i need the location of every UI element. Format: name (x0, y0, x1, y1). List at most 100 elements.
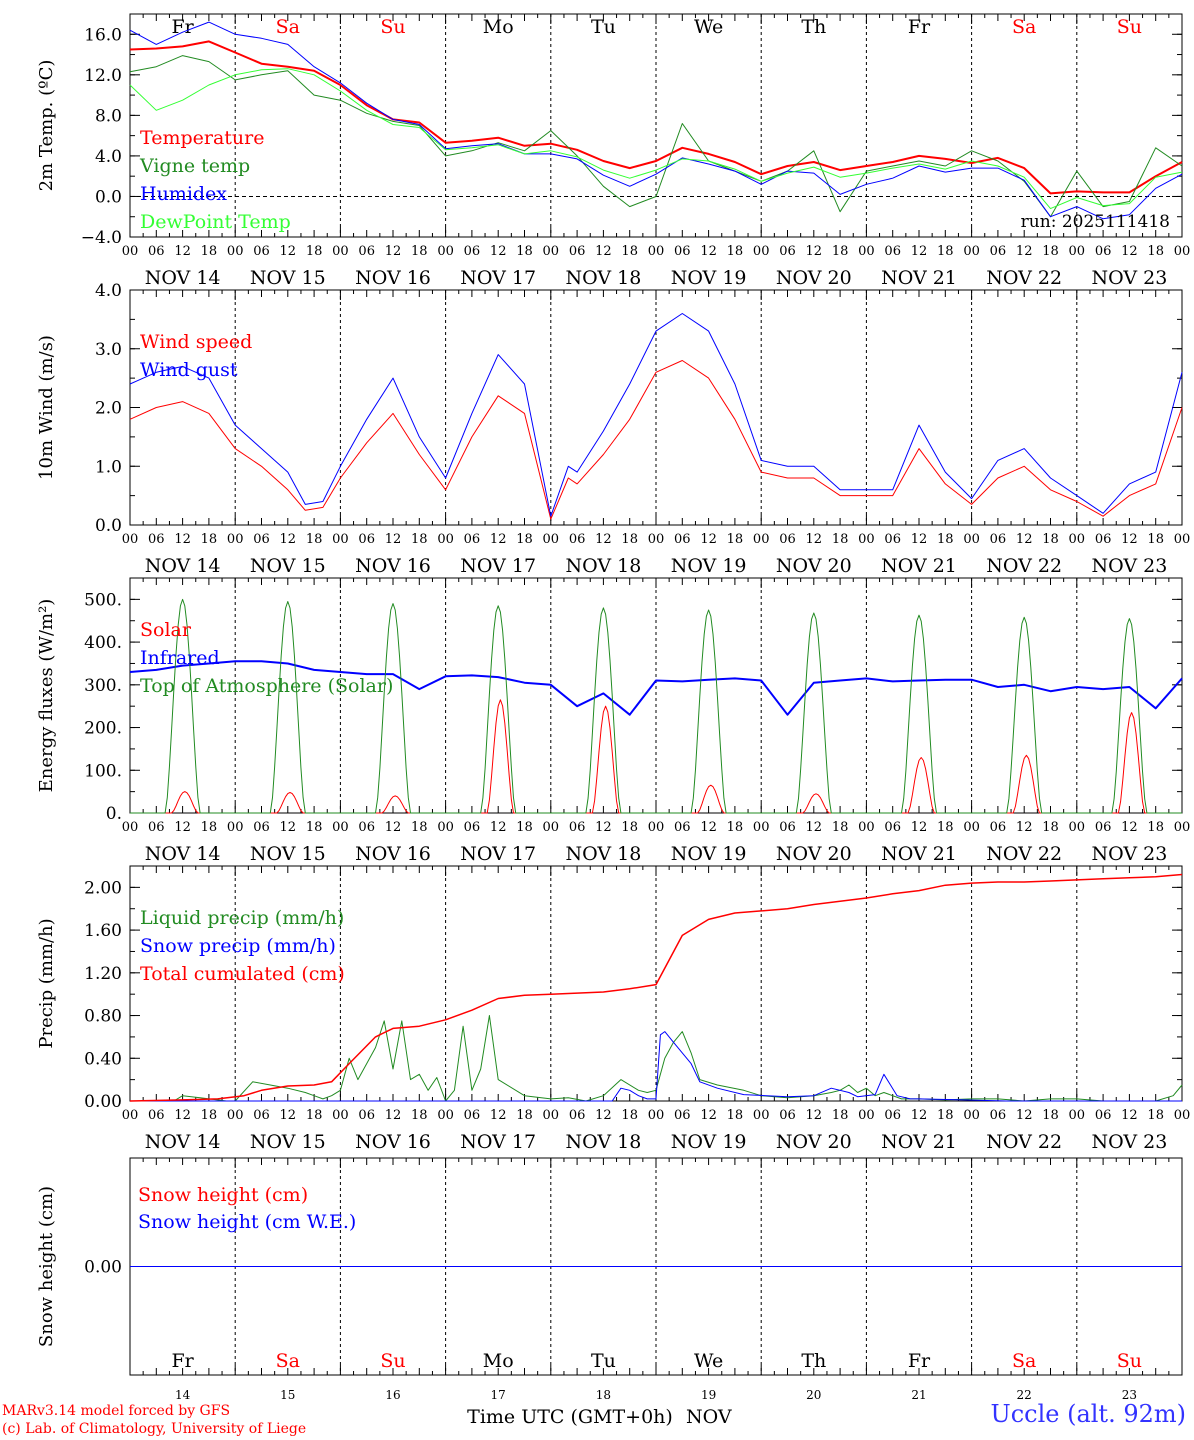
series-line-wind-speed (129, 360, 1183, 520)
day-number: 19 (701, 1388, 716, 1402)
hour-tick-label: 06 (569, 532, 586, 547)
hour-tick-label: 12 (174, 532, 191, 547)
date-label: NOV 14 (145, 843, 221, 865)
weekday-label: Sa (1012, 1350, 1036, 1372)
hour-tick-label: 06 (358, 532, 375, 547)
date-label: NOV 20 (776, 1131, 852, 1153)
hour-tick-label: 00 (1069, 820, 1086, 835)
hour-tick-label: 00 (332, 820, 349, 835)
hour-tick-label: 12 (490, 532, 507, 547)
hour-tick-label: 00 (437, 820, 454, 835)
hour-tick-label: 18 (1042, 532, 1059, 547)
hour-tick-label: 12 (700, 1108, 717, 1123)
hour-tick-label: 12 (490, 820, 507, 835)
hour-tick-label: 00 (332, 1108, 349, 1123)
hour-tick-label: 18 (201, 820, 218, 835)
hour-tick-label: 18 (727, 244, 744, 259)
hour-tick-label: 18 (1042, 820, 1059, 835)
y-tick-label: −4.0 (81, 228, 122, 248)
hour-tick-label: 12 (806, 244, 823, 259)
date-label: NOV 23 (1091, 267, 1167, 289)
hour-tick-label: 12 (280, 532, 297, 547)
hour-tick-label: 12 (1121, 244, 1138, 259)
y-tick-label: 12.0 (84, 66, 122, 86)
weekday-label: Fr (171, 16, 194, 38)
hour-tick-label: 00 (543, 244, 560, 259)
hour-tick-label: 06 (884, 820, 901, 835)
y-tick-label: 3.0 (95, 340, 122, 360)
legend-entry: Wind gust (140, 359, 238, 381)
hour-tick-label: 18 (516, 244, 533, 259)
date-label: NOV 22 (986, 843, 1062, 865)
date-label: NOV 17 (460, 555, 536, 577)
hour-tick-label: 00 (753, 244, 770, 259)
hour-tick-label: 12 (595, 1108, 612, 1123)
hour-tick-label: 18 (1147, 532, 1164, 547)
hour-tick-label: 12 (1016, 1108, 1033, 1123)
y-tick-label: 1.0 (95, 457, 122, 477)
date-label: NOV 19 (671, 1131, 747, 1153)
hour-tick-label: 00 (753, 820, 770, 835)
hour-tick-label: 12 (490, 1108, 507, 1123)
hour-tick-label: 06 (674, 532, 691, 547)
y-axis-label: Snow height (cm) (36, 1186, 57, 1347)
hour-tick-label: 06 (253, 532, 270, 547)
date-label: NOV 16 (355, 555, 431, 577)
date-label: NOV 22 (986, 1131, 1062, 1153)
hour-tick-label: 00 (963, 1108, 980, 1123)
hour-tick-label: 12 (174, 1108, 191, 1123)
hour-tick-label: 00 (122, 820, 139, 835)
hour-tick-label: 12 (490, 244, 507, 259)
hour-tick-label: 12 (385, 820, 402, 835)
hour-tick-label: 06 (674, 820, 691, 835)
weekday-label: Th (801, 1350, 826, 1372)
weekday-label: Fr (171, 1350, 194, 1372)
hour-tick-label: 00 (227, 820, 244, 835)
day-number: 14 (175, 1388, 191, 1402)
hour-tick-label: 18 (621, 244, 638, 259)
hour-tick-label: 00 (437, 1108, 454, 1123)
hour-tick-label: 18 (411, 820, 428, 835)
hour-tick-label: 12 (806, 820, 823, 835)
y-axis-label: Precip (mm/h) (36, 918, 57, 1048)
weekday-label: Tu (591, 1350, 616, 1372)
y-tick-label: 8.0 (95, 106, 122, 126)
weekday-label: Tu (591, 16, 616, 38)
series-line-temperature (129, 40, 1183, 195)
legend-entry: Snow height (cm W.E.) (138, 1211, 356, 1233)
hour-tick-label: 18 (832, 1108, 849, 1123)
y-tick-label: 400. (84, 633, 122, 653)
hour-tick-label: 18 (306, 1108, 323, 1123)
y-tick-label: 300. (84, 676, 122, 696)
date-label: NOV 14 (145, 1131, 221, 1153)
hour-tick-label: 06 (674, 244, 691, 259)
panel-wind: 0.0 1.0 2.0 3.0 4.0 10m Wind (m/s) 00 06 12 18 00 0… (36, 281, 1190, 577)
hour-tick-label: 00 (963, 244, 980, 259)
hour-tick-label: 00 (437, 532, 454, 547)
legend-entry: Solar (140, 619, 192, 641)
hour-tick-label: 18 (832, 532, 849, 547)
x-axis-month: NOV (686, 1406, 732, 1428)
date-label: NOV 23 (1091, 843, 1167, 865)
panel-snow: 0.00 Snow height (cm) Fr Sa Su Mo Tu We Th Fr Sa Su… (36, 1157, 1183, 1376)
hour-tick-label: 18 (621, 1108, 638, 1123)
hour-tick-label: 18 (1042, 1108, 1059, 1123)
y-tick-label: 0. (106, 804, 122, 824)
hour-tick-label: 12 (1121, 820, 1138, 835)
legend-entry: Snow precip (mm/h) (140, 935, 336, 957)
weekday-label: Sa (276, 16, 300, 38)
hour-tick-label: 18 (832, 820, 849, 835)
weekday-label: We (694, 1350, 723, 1372)
y-tick-label: 100. (84, 761, 122, 781)
hour-tick-label: 12 (280, 244, 297, 259)
hour-tick-label: 06 (464, 1108, 481, 1123)
hour-tick-label: 00 (1069, 1108, 1086, 1123)
y-tick-label: 1.20 (84, 964, 122, 984)
y-tick-label: 0.0 (95, 516, 122, 536)
hour-tick-label: 18 (1042, 244, 1059, 259)
hour-tick-label: 00 (858, 244, 875, 259)
hour-tick-label: 18 (201, 1108, 218, 1123)
hour-tick-label: 06 (779, 532, 796, 547)
series-line-vigne-temp (129, 55, 1183, 218)
hour-tick-label: 00 (543, 820, 560, 835)
